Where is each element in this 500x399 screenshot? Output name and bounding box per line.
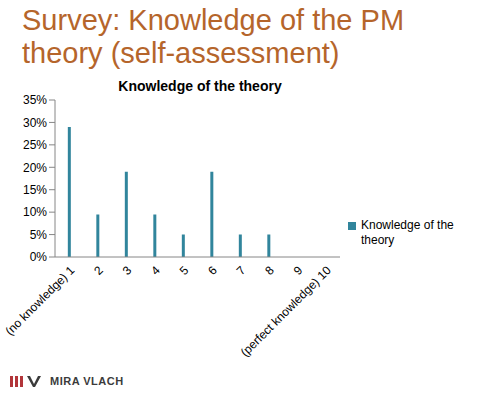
svg-text:(no knowledge) 1: (no knowledge) 1 bbox=[8, 263, 78, 338]
svg-text:0%: 0% bbox=[30, 250, 48, 264]
svg-text:7: 7 bbox=[234, 263, 249, 278]
html-text:Knowledge of the theory: Knowledge of the theory bbox=[118, 78, 282, 94]
svg-text:25%: 25% bbox=[23, 138, 47, 152]
svg-text:30%: 30% bbox=[23, 116, 47, 130]
html-text:Survey: Knowledge of the PM th: Survey: Knowledge of the PM theory (self… bbox=[22, 4, 404, 69]
svg-text:5%: 5% bbox=[30, 228, 48, 242]
svg-text:15%: 15% bbox=[23, 183, 47, 197]
svg-text:2: 2 bbox=[91, 263, 106, 278]
svg-text:3: 3 bbox=[120, 263, 135, 278]
svg-text:4: 4 bbox=[148, 263, 163, 278]
svg-text:35%: 35% bbox=[23, 95, 47, 107]
svg-text:20%: 20% bbox=[23, 161, 47, 175]
svg-text:9: 9 bbox=[291, 263, 306, 278]
svg-text:6: 6 bbox=[205, 263, 220, 278]
html-text:MIRA VLACH: MIRA VLACH bbox=[50, 375, 124, 387]
svg-text:(perfect knowledge) 10: (perfect knowledge) 10 bbox=[238, 263, 334, 357]
svg-text:8: 8 bbox=[262, 263, 277, 278]
svg-text:5: 5 bbox=[177, 263, 192, 278]
html-text:Knowledge of the theory: Knowledge of the theory bbox=[361, 218, 454, 247]
svg-text:10%: 10% bbox=[23, 205, 47, 219]
